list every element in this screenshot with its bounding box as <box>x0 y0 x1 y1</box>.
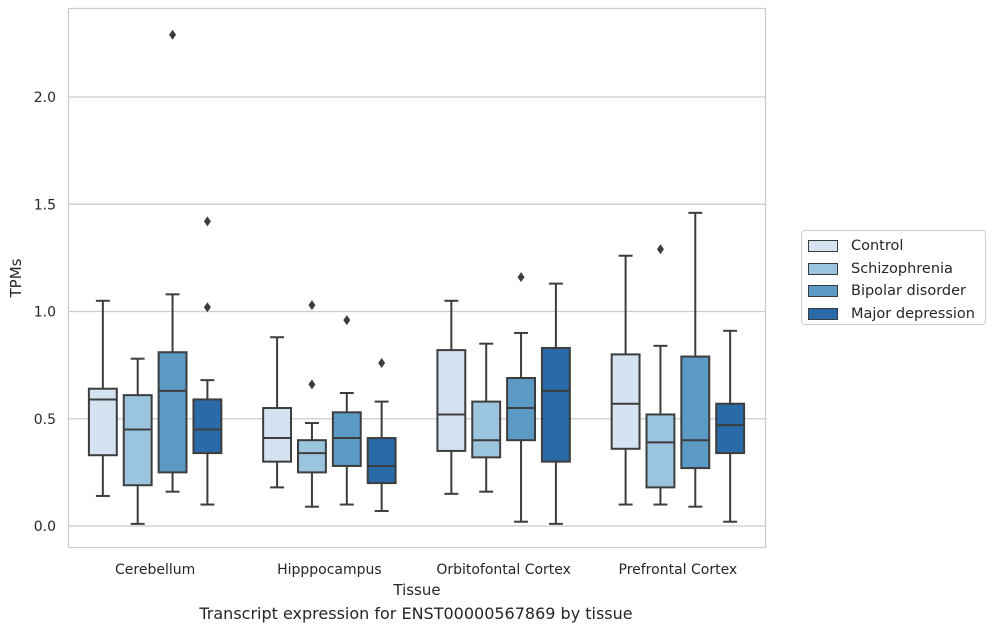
legend-swatch <box>808 307 838 320</box>
x-tick-label: Prefrontal Cortex <box>619 562 738 578</box>
box-bipolar-disorder <box>680 211 711 508</box>
iqr-box <box>262 407 293 463</box>
y-tick-label: 1.0 <box>34 305 56 321</box>
outlier-point <box>343 315 351 326</box>
legend-label: Major depression <box>851 305 975 322</box>
box-bipolar-disorder <box>157 29 188 493</box>
iqr-box <box>715 402 746 455</box>
box-major-depression <box>192 216 223 506</box>
iqr-box <box>680 355 711 470</box>
box-control <box>262 336 293 489</box>
iqr-box <box>122 394 153 487</box>
outlier-point <box>308 379 316 390</box>
legend-item-major-depression: Major depression <box>808 303 985 326</box>
y-tick-labels: 0.0 0.5 1.0 1.5 2.0 <box>34 90 56 535</box>
iqr-box <box>610 353 641 450</box>
box-control <box>436 299 467 495</box>
iqr-box <box>297 439 327 474</box>
box-major-depression <box>715 329 746 523</box>
iqr-box <box>471 400 502 459</box>
legend: Control Schizophrenia Bipolar disorder M… <box>801 230 986 325</box>
outlier-point <box>656 244 664 255</box>
y-tick-label: 0.0 <box>34 519 56 535</box>
legend-item-bipolar-disorder: Bipolar disorder <box>808 280 985 303</box>
legend-swatch <box>808 262 838 275</box>
box-control <box>610 254 641 506</box>
iqr-box <box>506 376 536 442</box>
outlier-point <box>169 29 177 40</box>
outlier-point <box>203 216 211 227</box>
iqr-box <box>540 346 571 463</box>
legend-item-control: Control <box>808 235 985 258</box>
x-axis-title: Tissue <box>392 581 440 599</box>
legend-label: Bipolar disorder <box>851 283 966 300</box>
box-major-depression <box>366 357 397 512</box>
box-major-depression <box>540 282 571 525</box>
chart-caption: Transcript expression for ENST0000056786… <box>199 604 633 623</box>
box-bipolar-disorder <box>331 315 362 506</box>
plot-frame <box>67 7 767 549</box>
box-schizophrenia <box>297 300 327 508</box>
legend-item-schizophrenia: Schizophrenia <box>808 258 985 281</box>
y-tick-label: 1.5 <box>34 197 56 213</box>
box-bipolar-disorder <box>506 272 536 523</box>
outlier-point <box>517 272 525 283</box>
outlier-point <box>308 300 316 311</box>
iqr-box <box>436 349 467 452</box>
box-schizophrenia <box>122 357 153 525</box>
box-control <box>87 299 118 497</box>
box-series <box>87 29 746 525</box>
x-tick-label: Cerebellum <box>115 562 195 578</box>
iqr-box <box>157 351 188 474</box>
y-axis-title: TPMs <box>7 258 25 298</box>
legend-label: Schizophrenia <box>851 260 953 277</box>
box-schizophrenia <box>645 244 676 506</box>
y-tick-label: 2.0 <box>34 90 56 106</box>
x-tick-labels: Cerebellum Hipppocampus Orbitofontal Corte… <box>115 562 737 578</box>
iqr-box <box>645 413 676 489</box>
x-tick-label: Hipppocampus <box>277 562 382 578</box>
legend-swatch <box>808 285 838 298</box>
legend-swatch <box>808 240 838 253</box>
outlier-point <box>203 302 211 313</box>
y-tick-label: 0.5 <box>34 412 56 428</box>
iqr-box <box>366 437 397 485</box>
legend-label: Control <box>851 238 904 255</box>
x-tick-label: Orbitofontal Cortex <box>436 562 571 578</box>
outlier-point <box>378 357 386 368</box>
box-schizophrenia <box>471 342 502 493</box>
iqr-box <box>331 411 362 467</box>
iqr-box <box>192 398 223 455</box>
